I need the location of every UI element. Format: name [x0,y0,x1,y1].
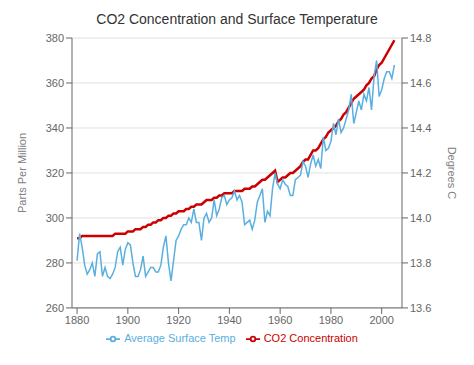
svg-text:14.2: 14.2 [410,167,431,179]
svg-text:1940: 1940 [217,314,241,326]
svg-text:13.8: 13.8 [410,257,431,269]
svg-text:Degrees C: Degrees C [446,147,458,200]
svg-text:Parts Per Million: Parts Per Million [16,133,28,213]
svg-text:1960: 1960 [268,314,292,326]
svg-text:14.0: 14.0 [410,212,431,224]
svg-text:340: 340 [46,122,64,134]
svg-text:14.4: 14.4 [410,122,431,134]
svg-text:2000: 2000 [369,314,393,326]
svg-text:1900: 1900 [116,314,140,326]
html-text:CO2 Concentration and Surface: CO2 Concentration and Surface Temperatur… [96,11,378,27]
svg-text:260: 260 [46,302,64,314]
html-text:CO2 Concentration: CO2 Concentration [263,331,358,344]
svg-text:320: 320 [46,167,64,179]
html-text:Average Surface Temp: Average Surface Temp [124,331,236,344]
svg-text:1980: 1980 [319,314,343,326]
svg-text:280: 280 [46,257,64,269]
svg-text:1880: 1880 [65,314,89,326]
svg-text:14.6: 14.6 [410,77,431,89]
svg-text:300: 300 [46,212,64,224]
svg-text:1920: 1920 [166,314,190,326]
svg-text:360: 360 [46,77,64,89]
svg-text:380: 380 [46,32,64,44]
svg-text:14.8: 14.8 [410,32,431,44]
svg-text:13.6: 13.6 [410,302,431,314]
